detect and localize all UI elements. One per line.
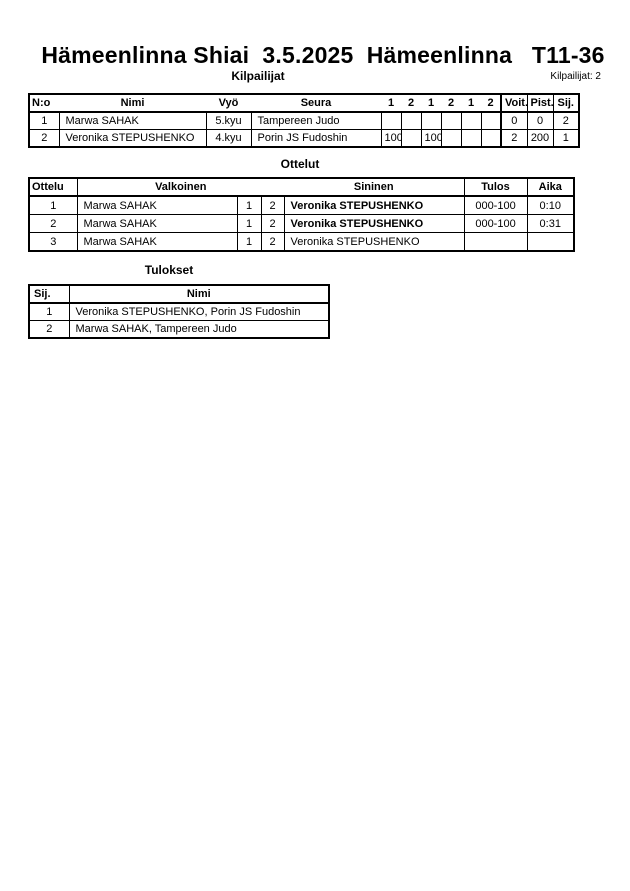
ottelut-header-row: Ottelu Valkoinen Sininen Tulos Aika (29, 178, 575, 197)
blue-number-cell: 2 (260, 214, 285, 233)
ottelut-section-heading: Ottelut (280, 157, 320, 171)
competitor-number: 2 (28, 129, 60, 148)
col-header-tulos: Tulos (463, 178, 528, 197)
table-row: 2 Marwa SAHAK, Tampereen Judo (28, 320, 330, 339)
col-header-no: N:o (29, 94, 59, 113)
col-header-vyo: Vyö (206, 94, 251, 113)
kilpailijat-table: N:o Nimi Vyö Seura 1 2 1 2 1 2 Voit. Pis… (28, 93, 580, 148)
score-cell (480, 111, 502, 130)
competitor-club: Tampereen Judo (250, 111, 382, 130)
result-name: Marwa SAHAK, Tampereen Judo (68, 320, 330, 339)
tulokset-header-row: Sij. Nimi (29, 285, 329, 304)
score-cell: 100 (420, 129, 442, 148)
placement-cell: 2 (552, 111, 580, 130)
competitor-name: Marwa SAHAK (58, 111, 207, 130)
match-time: 0:10 (526, 195, 575, 215)
blue-competitor: Veronika STEPUSHENKO (283, 232, 465, 252)
blue-number-cell: 2 (260, 232, 285, 252)
wins-cell: 0 (500, 111, 528, 130)
table-row: 2 Marwa SAHAK 1 2 Veronika STEPUSHENKO 0… (28, 214, 575, 233)
match-time: 0:31 (526, 214, 575, 233)
competitor-belt: 4.kyu (205, 129, 252, 148)
result-name: Veronika STEPUSHENKO, Porin JS Fudoshin (68, 302, 330, 321)
col-header-ottelu: Ottelu (29, 178, 78, 197)
score-cell (400, 129, 422, 148)
col-header-score-3: 1 (421, 94, 441, 113)
competitor-name: Veronika STEPUSHENKO (58, 129, 207, 148)
score-cell (380, 111, 402, 130)
blue-number-cell: 2 (260, 195, 285, 215)
col-header-score-4: 2 (441, 94, 461, 113)
match-number: 1 (28, 195, 78, 215)
col-header-aika: Aika (527, 178, 575, 197)
white-number-cell: 1 (236, 214, 262, 233)
placement-cell: 1 (552, 129, 580, 148)
page-title: Hämeenlinna Shiai 3.5.2025 Hämeenlinna T… (41, 42, 605, 68)
col-header-nimi: Nimi (69, 285, 329, 304)
col-header-score-2: 2 (401, 94, 421, 113)
wins-cell: 2 (500, 129, 528, 148)
table-row: 1 Marwa SAHAK 1 2 Veronika STEPUSHENKO 0… (28, 195, 575, 215)
col-header-valkoinen: Valkoinen (77, 178, 285, 197)
col-header-sij: Sij. (553, 94, 579, 113)
col-header-pist: Pist. (527, 94, 554, 113)
competitors-count-label: Kilpailijat: 2 (550, 71, 601, 82)
col-header-score-1: 1 (381, 94, 401, 113)
col-header-seura: Seura (251, 94, 381, 113)
result-placement: 2 (28, 320, 70, 339)
points-cell: 0 (526, 111, 554, 130)
col-header-score-5: 1 (461, 94, 481, 113)
tulokset-table: Sij. Nimi 1 Veronika STEPUSHENKO, Porin … (28, 284, 330, 339)
match-result (463, 232, 528, 252)
white-number-cell: 1 (236, 232, 262, 252)
match-result: 000-100 (463, 214, 528, 233)
white-number-cell: 1 (236, 195, 262, 215)
table-row: 3 Marwa SAHAK 1 2 Veronika STEPUSHENKO (28, 232, 575, 252)
kilpailijat-section-heading: Kilpailijat (231, 69, 285, 83)
table-row: 1 Marwa SAHAK 5.kyu Tampereen Judo 0 0 2 (28, 111, 580, 130)
match-number: 3 (28, 232, 78, 252)
score-cell (420, 111, 442, 130)
blue-competitor: Veronika STEPUSHENKO (283, 214, 465, 233)
kilpailijat-header-row: N:o Nimi Vyö Seura 1 2 1 2 1 2 Voit. Pis… (29, 94, 579, 113)
col-header-score-6: 2 (481, 94, 501, 113)
blue-competitor: Veronika STEPUSHENKO (283, 195, 465, 215)
col-header-voit: Voit. (500, 94, 528, 113)
competitor-club: Porin JS Fudoshin (250, 129, 382, 148)
match-result: 000-100 (463, 195, 528, 215)
table-row: 2 Veronika STEPUSHENKO 4.kyu Porin JS Fu… (28, 129, 580, 148)
col-header-nimi: Nimi (59, 94, 206, 113)
white-competitor: Marwa SAHAK (76, 195, 238, 215)
ottelut-table: Ottelu Valkoinen Sininen Tulos Aika 1 Ma… (28, 177, 576, 252)
tulokset-section-heading: Tulokset (144, 263, 194, 277)
match-number: 2 (28, 214, 78, 233)
match-time (526, 232, 575, 252)
col-header-sininen: Sininen (284, 178, 465, 197)
table-row: 1 Veronika STEPUSHENKO, Porin JS Fudoshi… (28, 302, 330, 321)
score-cell (460, 111, 482, 130)
score-cell (460, 129, 482, 148)
score-cell (400, 111, 422, 130)
score-cell: 100 (380, 129, 402, 148)
white-competitor: Marwa SAHAK (76, 232, 238, 252)
score-cell (480, 129, 502, 148)
score-cell (440, 111, 462, 130)
points-cell: 200 (526, 129, 554, 148)
col-header-sij: Sij. (29, 285, 70, 304)
white-competitor: Marwa SAHAK (76, 214, 238, 233)
score-cell (440, 129, 462, 148)
result-placement: 1 (28, 302, 70, 321)
competitor-number: 1 (28, 111, 60, 130)
competitor-belt: 5.kyu (205, 111, 252, 130)
